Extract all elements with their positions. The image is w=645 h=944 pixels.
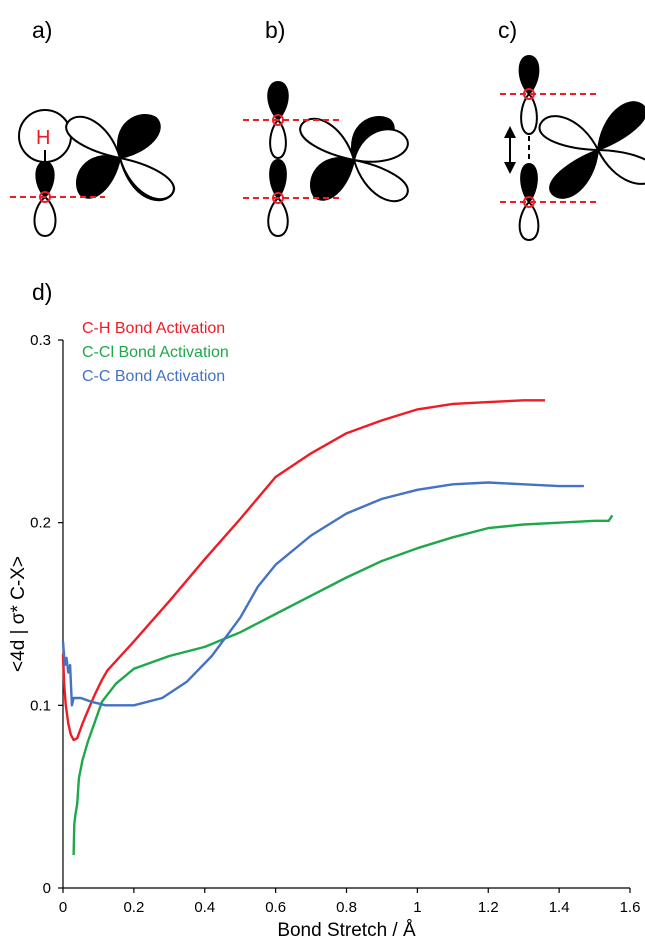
metal-d-orbital-c: [538, 101, 645, 199]
x-tick-label: 1.6: [620, 899, 641, 916]
metal-d-orbital-a: [65, 113, 176, 202]
series-line-c-c-bond-activation: [61, 481, 584, 707]
y-tick-label: 0: [43, 880, 51, 897]
panel-d-label: d): [32, 279, 52, 305]
x-tick-label: 0.2: [123, 899, 144, 916]
series-line-c-h-bond-activation: [61, 399, 545, 742]
legend-entry: C-C Bond Activation: [82, 368, 225, 385]
legend-entry: C-H Bond Activation: [82, 320, 225, 337]
carbon-upper-lobe: [35, 160, 55, 199]
y-tick-label: 0.2: [30, 515, 51, 532]
panel-a-label: a): [32, 17, 52, 43]
carbon1-lower-lobe-c: [520, 92, 538, 136]
carbon1-lower-lobe: [269, 118, 287, 160]
legend-entry: C-Cl Bond Activation: [82, 344, 229, 361]
carbon2-upper-lobe: [269, 158, 287, 200]
chart-panel-d: 0 0.2 0.4 0.6 0.8 1 1.2 1.4 1.6 0 0.1 0.2 0.3 Bond St…: [8, 320, 640, 941]
carbon2-lower-lobe-c: [518, 200, 540, 242]
x-tick-label: 1.2: [478, 899, 499, 916]
x-tick-label: 0: [59, 899, 67, 916]
carbon2-upper-lobe-c: [520, 162, 538, 204]
carbon1-upper-lobe: [267, 80, 289, 122]
x-tick-label: 0.6: [265, 899, 286, 916]
carbon2-lower-lobe: [267, 196, 289, 238]
x-tick-label: 0.4: [194, 899, 215, 916]
y-axis-label: <4d | σ* C-X>: [8, 556, 29, 672]
y-tick-label: 0.1: [30, 697, 51, 714]
hydrogen-label: H: [36, 127, 50, 149]
x-tick-label: 1.4: [549, 899, 570, 916]
panel-c-label: c): [498, 17, 517, 43]
carbon-lower-lobe: [33, 195, 57, 238]
carbon1-upper-lobe-c: [518, 54, 540, 96]
x-tick-label: 0.8: [336, 899, 357, 916]
metal-d-orbital-b: [299, 115, 409, 203]
x-axis-label: Bond Stretch / Å: [277, 920, 416, 941]
panel-c-diagram: [500, 54, 645, 242]
y-tick-label: 0.3: [30, 332, 51, 349]
series-line-c-cl-bond-activation: [72, 514, 614, 856]
panel-a-diagram: H: [10, 109, 176, 238]
panel-b-diagram: [243, 80, 409, 238]
panel-b-label: b): [265, 17, 285, 43]
x-tick-label: 1: [413, 899, 421, 916]
